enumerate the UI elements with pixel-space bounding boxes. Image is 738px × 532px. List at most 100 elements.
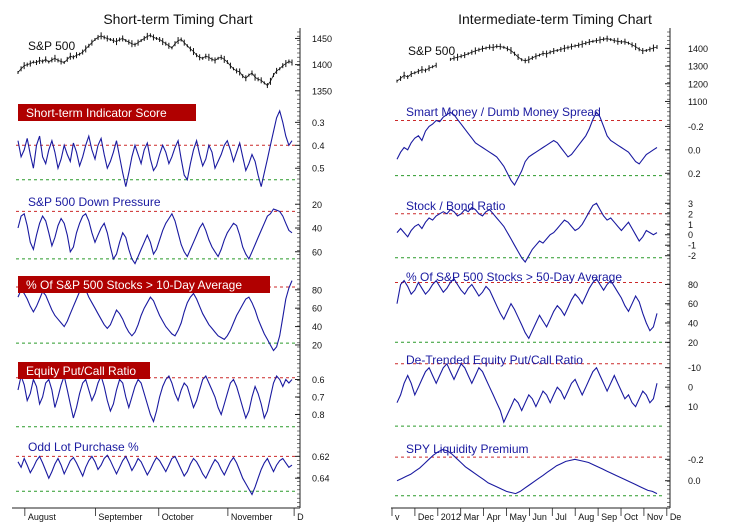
y-tick-label: 80 xyxy=(312,285,322,295)
left-month-label: November xyxy=(231,512,273,522)
y-tick-label: 0.0 xyxy=(688,145,701,155)
panel-label: S&P 500 xyxy=(28,39,75,53)
panel-label: Stock / Bond Ratio xyxy=(406,199,506,213)
left-month-label: October xyxy=(162,512,194,522)
y-tick-label: 0.2 xyxy=(688,169,701,179)
indicator-panel: 80 60 40 20 % Of S&P 500 Stocks > 50-Day Ave… xyxy=(395,270,698,348)
panel-label: Short-term Indicator Score xyxy=(26,106,167,120)
indicator-panel: 80 60 40 20 % Of S&P 500 Stocks > 10-Day Ave… xyxy=(16,276,322,352)
right-month-label: Nov xyxy=(647,512,664,522)
panel-label: Smart Money / Dumb Money Spread xyxy=(406,105,601,119)
y-tick-label: 1350 xyxy=(312,86,332,96)
y-tick-label: 0.3 xyxy=(312,118,325,128)
y-tick-label: 1400 xyxy=(688,44,708,54)
indicator-panel: 20 40 60 S&P 500 Down Pressure xyxy=(16,195,322,265)
y-tick-label: 40 xyxy=(312,224,322,234)
y-tick-label: 0.64 xyxy=(312,474,330,484)
right-month-label: Jul xyxy=(555,512,567,522)
panel-label: % Of S&P 500 Stocks > 50-Day Average xyxy=(406,270,622,284)
y-tick-label: 3 xyxy=(688,199,693,209)
indicator-line xyxy=(396,277,658,340)
panel-label-background xyxy=(18,276,270,293)
y-tick-label: 0 xyxy=(688,383,693,393)
right-month-label: Apr xyxy=(487,512,501,522)
y-tick-label: 1450 xyxy=(312,34,332,44)
right-month-label: May xyxy=(510,512,528,522)
panel-label: SPY Liquidity Premium xyxy=(406,442,529,456)
left-month-label: September xyxy=(98,512,142,522)
indicator-panel: -10 0 10 De-Trended Equity Put/Call Ratio xyxy=(395,353,701,427)
indicator-panel: 0.6 0.7 0.8 Equity Put/Call Ratio xyxy=(16,362,325,428)
indicator-line xyxy=(396,111,658,187)
left-month-label: D xyxy=(297,512,304,522)
y-tick-label: 1200 xyxy=(688,79,708,89)
right-month-label: Aug xyxy=(578,512,594,522)
indicator-line xyxy=(17,109,293,187)
y-tick-label: -0.2 xyxy=(688,122,704,132)
y-tick-label: 1 xyxy=(688,220,693,230)
y-tick-label: 0.4 xyxy=(312,141,325,151)
left-month-label: August xyxy=(28,512,57,522)
panel-label: % Of S&P 500 Stocks > 10-Day Average xyxy=(26,278,242,292)
y-tick-label: 10 xyxy=(688,402,698,412)
price-line xyxy=(17,34,293,87)
right-month-label: Mar xyxy=(464,512,480,522)
y-tick-label: 0.8 xyxy=(312,410,325,420)
right-month-label: Oct xyxy=(624,512,639,522)
y-tick-label: 60 xyxy=(312,304,322,314)
y-tick-label: 1400 xyxy=(312,60,332,70)
y-tick-label: 0 xyxy=(688,230,693,240)
left-panel-title: Short-term Timing Chart xyxy=(103,11,252,27)
panel-label: Equity Put/Call Ratio xyxy=(26,364,136,378)
y-tick-label: -1 xyxy=(688,241,696,251)
y-tick-label: 0.62 xyxy=(312,452,330,462)
y-tick-label: 20 xyxy=(688,338,698,348)
panel-label: S&P 500 Down Pressure xyxy=(28,195,161,209)
panel-label-background xyxy=(18,104,196,121)
y-tick-label: 80 xyxy=(688,280,698,290)
panel-label: De-Trended Equity Put/Call Ratio xyxy=(406,353,583,367)
indicator-line xyxy=(396,449,658,495)
indicator-line xyxy=(396,362,658,424)
right-month-label: Jun xyxy=(532,512,547,522)
y-tick-label: -10 xyxy=(688,363,701,373)
indicator-panel: -0.2 0.0 0.2 Smart Money / Dumb Money Sprea… xyxy=(395,105,704,187)
right-panel-title: Intermediate-term Timing Chart xyxy=(458,11,652,27)
indicator-panel: -0.2 0.0 SPY Liquidity Premium xyxy=(395,442,704,497)
indicator-line xyxy=(396,202,658,263)
y-tick-label: 0.0 xyxy=(688,476,701,486)
y-tick-label: 0.5 xyxy=(312,164,325,174)
right-month-label: Sep xyxy=(601,512,617,522)
y-tick-label: 1100 xyxy=(688,97,707,107)
right-month-label: 2012 xyxy=(441,512,461,522)
right-month-label: v xyxy=(395,512,400,522)
panel-label: S&P 500 xyxy=(408,44,455,58)
y-tick-label: 40 xyxy=(688,319,698,329)
price-line xyxy=(396,38,658,82)
y-tick-label: 60 xyxy=(688,299,698,309)
indicator-line xyxy=(17,454,293,496)
y-tick-label: 40 xyxy=(312,322,322,332)
right-month-label: De xyxy=(670,512,682,522)
indicator-panel: 0.3 0.4 0.5 Short-term Indicator Score xyxy=(16,104,325,187)
y-tick-label: 1300 xyxy=(688,62,708,72)
panel-label: Odd Lot Purchase % xyxy=(28,440,139,454)
y-tick-label: 20 xyxy=(312,340,322,350)
y-tick-label: 20 xyxy=(312,200,322,210)
indicator-line xyxy=(17,280,293,352)
y-tick-label: 2 xyxy=(688,209,693,219)
indicator-line xyxy=(17,208,293,265)
y-tick-label: -0.2 xyxy=(688,455,704,465)
y-tick-label: 60 xyxy=(312,247,322,257)
indicator-line xyxy=(17,374,293,424)
y-tick-label: -2 xyxy=(688,251,696,261)
indicator-panel: 1400 1300 1200 1100 S&P 500 xyxy=(396,35,708,107)
y-tick-label: 0.6 xyxy=(312,375,325,385)
y-tick-label: 0.7 xyxy=(312,393,325,403)
indicator-panel: 0.62 0.64 Odd Lot Purchase % xyxy=(16,440,330,496)
panel-label-background xyxy=(18,362,150,379)
indicator-panel: 1450 1400 1350 S&P 500 xyxy=(17,32,332,96)
